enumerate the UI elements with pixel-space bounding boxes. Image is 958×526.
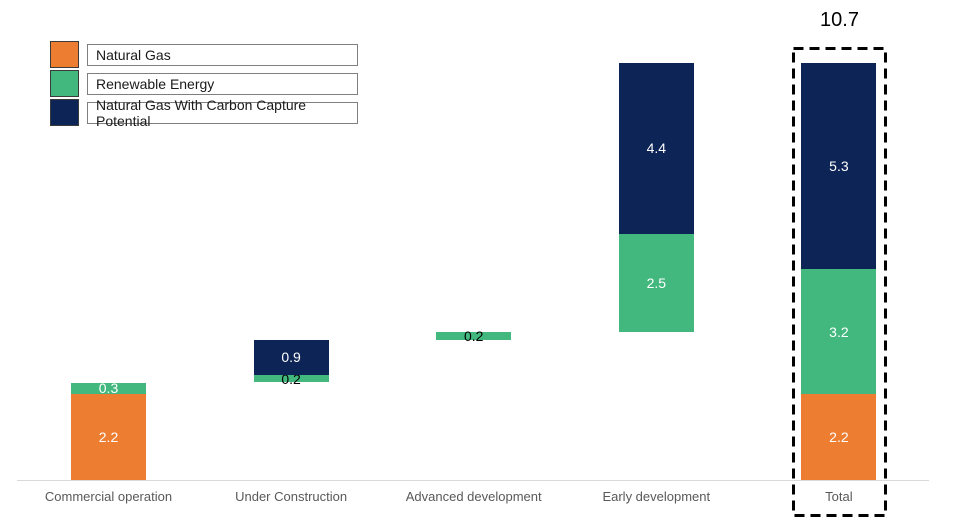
total-annotation: 10.7 [820, 9, 859, 31]
legend-label: Natural Gas [87, 43, 358, 66]
category-label: Advanced development [405, 489, 542, 504]
segment-value-label: 0.2 [463, 327, 484, 344]
bar-segment: 5.3 [801, 62, 877, 270]
bar-segment: 2.5 [618, 234, 694, 332]
segment-value-label: 4.4 [646, 140, 667, 157]
segment-value-label: 2.2 [98, 429, 119, 446]
category-label: Early development [602, 489, 711, 504]
segment-value-label: 0.2 [281, 370, 301, 387]
legend: Natural Gas Renewable Energy Natural Gas W… [50, 41, 358, 129]
legend-item: Renewable Energy [50, 70, 358, 97]
segment-value-label: 3.2 [829, 323, 849, 340]
segment-value-label: 0.9 [281, 349, 301, 366]
bar-segment: 3.2 [801, 269, 877, 395]
legend-label: Renewable Energy [87, 72, 358, 95]
bar-segment: 0.2 [436, 327, 512, 344]
bar-segment: 2.2 [801, 394, 877, 480]
segment-value-label: 5.3 [829, 158, 849, 175]
category-label: Total [825, 489, 853, 504]
legend-swatch [50, 41, 79, 68]
bar-segment: 2.2 [71, 394, 146, 480]
category-label: Under Construction [235, 489, 348, 504]
legend-swatch [50, 70, 79, 97]
segment-value-label: 0.3 [98, 380, 119, 397]
segment-value-label: 2.2 [829, 429, 849, 446]
legend-item: Natural Gas [50, 41, 358, 68]
x-axis-line [17, 480, 929, 481]
legend-swatch [50, 99, 79, 126]
legend-item: Natural Gas With Carbon Capture Potentia… [50, 97, 358, 129]
segment-value-label: 2.5 [646, 275, 667, 292]
category-label: Commercial operation [44, 489, 173, 504]
bar-segment: 4.4 [618, 62, 694, 235]
bar-segment: 0.3 [71, 380, 146, 397]
bar-segment: 0.2 [253, 370, 329, 387]
bar-segment: 0.9 [253, 339, 329, 375]
